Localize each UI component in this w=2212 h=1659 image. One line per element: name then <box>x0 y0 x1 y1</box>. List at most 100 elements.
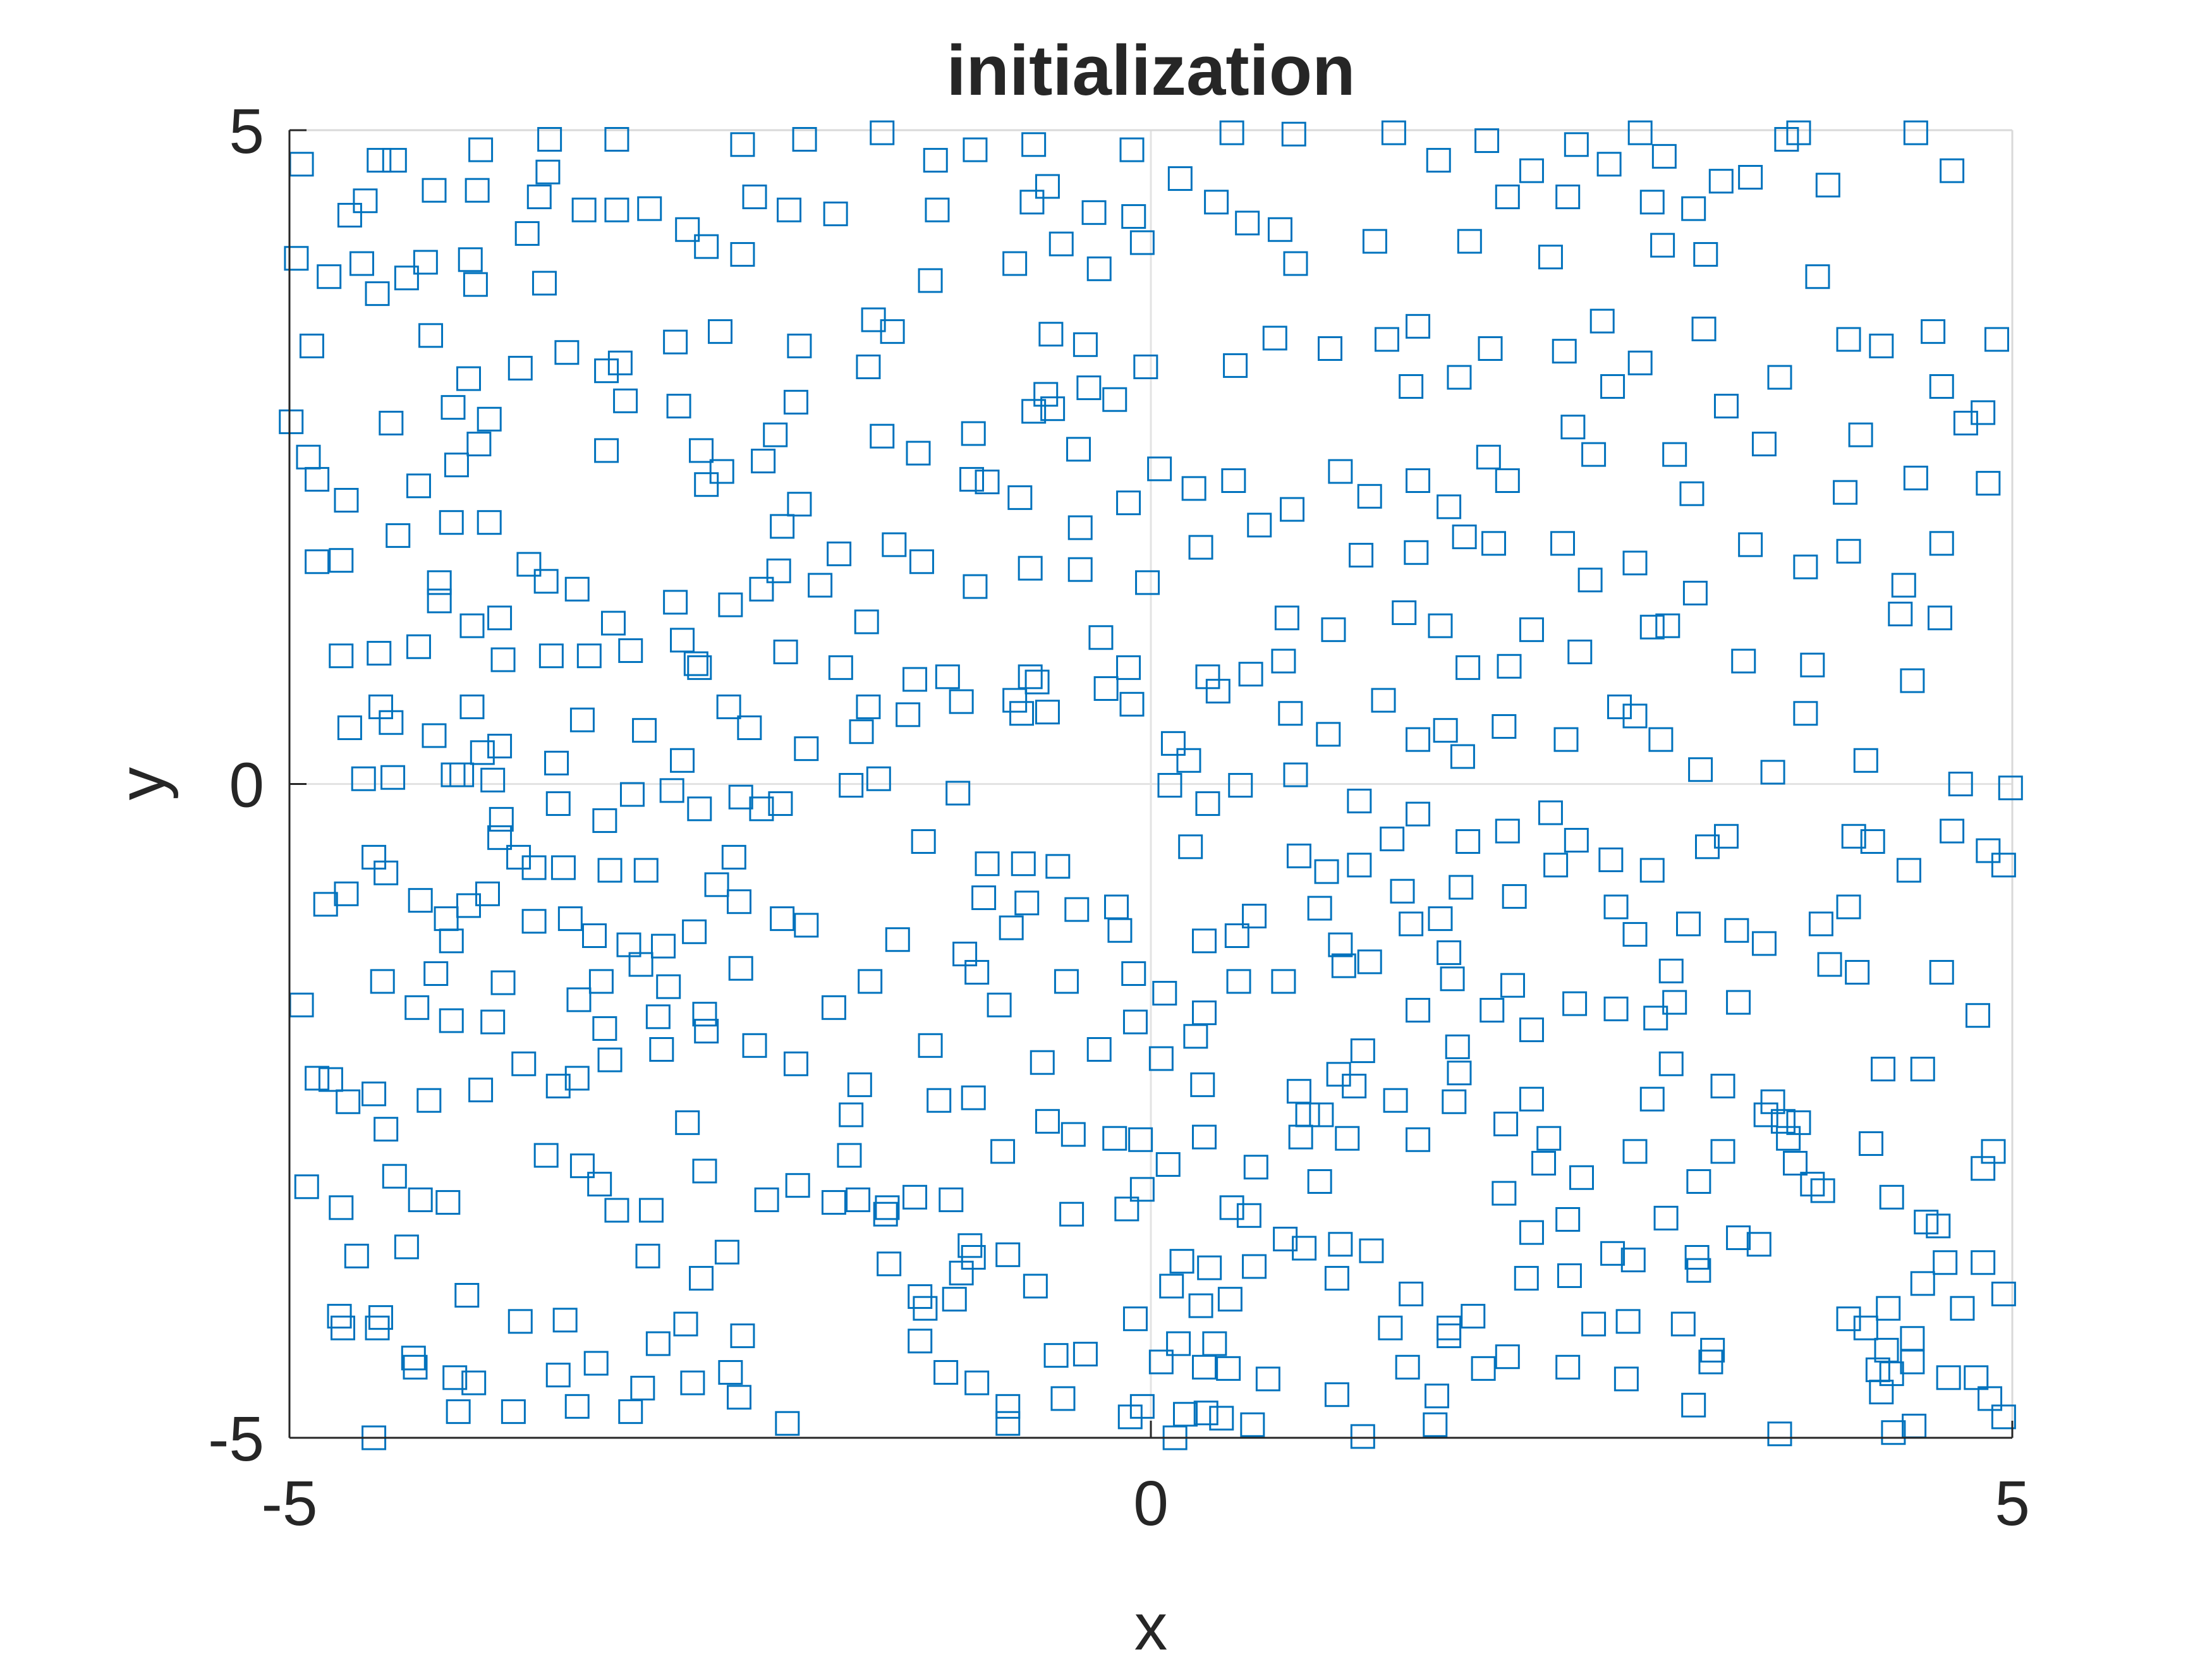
point <box>1786 120 1811 145</box>
point <box>1190 1072 1215 1097</box>
point <box>1064 897 1090 922</box>
point <box>1362 229 1387 254</box>
point <box>1129 230 1155 255</box>
point <box>1086 256 1112 281</box>
point <box>858 969 883 994</box>
point <box>839 1102 864 1127</box>
point <box>849 719 874 744</box>
point <box>1035 1109 1060 1134</box>
point <box>1876 1296 1901 1321</box>
point <box>1603 996 1629 1021</box>
point <box>766 558 791 583</box>
point <box>1767 1421 1792 1447</box>
point <box>1476 444 1501 470</box>
point <box>1474 128 1500 154</box>
x-axis-label: x <box>1134 1590 1168 1659</box>
point <box>416 1088 442 1113</box>
point <box>1114 1196 1139 1222</box>
point <box>1836 327 1861 352</box>
point <box>1067 557 1093 582</box>
point <box>1359 1238 1384 1263</box>
point <box>441 395 466 420</box>
point <box>439 1008 464 1033</box>
point <box>1067 515 1093 540</box>
point <box>294 1174 319 1200</box>
point <box>1160 731 1186 756</box>
point <box>1670 1311 1696 1337</box>
point <box>1216 1356 1241 1381</box>
point <box>1841 823 1866 849</box>
point <box>349 251 374 276</box>
point <box>1936 1365 1961 1390</box>
point <box>470 740 495 765</box>
point <box>459 694 485 719</box>
point <box>1452 524 1477 549</box>
point <box>533 569 559 594</box>
point <box>422 723 447 748</box>
point <box>490 647 516 672</box>
point <box>1881 1420 1906 1445</box>
point <box>670 628 695 653</box>
point <box>1148 1349 1174 1375</box>
point <box>770 514 795 539</box>
point <box>404 995 430 1020</box>
x-tick-label: 0 <box>1133 1468 1169 1539</box>
point <box>1896 858 1921 883</box>
point <box>1117 1404 1143 1430</box>
point <box>1286 843 1311 868</box>
point <box>902 667 928 692</box>
point <box>987 992 1012 1018</box>
point <box>971 885 997 911</box>
point <box>454 1282 480 1308</box>
point <box>1971 400 1996 425</box>
point <box>1519 1017 1544 1042</box>
point <box>1278 701 1303 726</box>
point <box>1783 1151 1808 1176</box>
point <box>1596 152 1622 177</box>
point <box>374 860 399 885</box>
point <box>961 421 986 446</box>
point <box>1492 1181 1517 1206</box>
point <box>557 906 583 932</box>
point <box>1940 818 1965 844</box>
point <box>1009 701 1035 726</box>
point <box>514 221 540 246</box>
point <box>1569 1165 1594 1190</box>
point <box>1195 791 1220 817</box>
point <box>911 829 936 854</box>
point <box>635 1243 660 1268</box>
point <box>507 356 533 381</box>
point <box>365 281 390 307</box>
point <box>1461 1304 1486 1329</box>
point <box>544 750 569 775</box>
point <box>337 715 362 741</box>
point <box>1281 121 1306 147</box>
point <box>317 264 342 289</box>
point <box>618 638 643 663</box>
point <box>768 791 793 817</box>
point <box>344 1243 369 1268</box>
point <box>792 126 817 152</box>
point <box>1292 1236 1317 1261</box>
point <box>1810 1178 1835 1203</box>
point <box>394 265 419 291</box>
point <box>1288 1124 1313 1150</box>
point <box>550 855 576 880</box>
point <box>995 1394 1021 1419</box>
point <box>1240 1412 1265 1437</box>
point <box>1455 655 1481 680</box>
point <box>459 613 485 638</box>
point <box>1553 727 1579 752</box>
point <box>1658 958 1684 983</box>
point <box>1324 1382 1349 1407</box>
point <box>687 655 712 680</box>
point <box>1793 701 1818 726</box>
point <box>1497 653 1522 679</box>
point <box>1247 513 1272 538</box>
point <box>1437 940 1462 965</box>
point <box>284 246 309 271</box>
point <box>1478 336 1503 362</box>
point <box>1350 1424 1375 1449</box>
point <box>1380 826 1405 851</box>
point <box>1088 625 1114 650</box>
